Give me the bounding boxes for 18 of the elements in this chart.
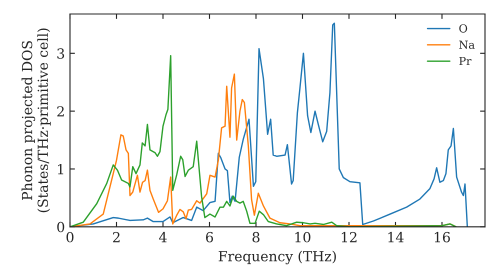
x-tick-label: 10 [295,232,310,242]
x-tick-label: 0 [66,232,74,242]
x-tick-label: 2 [113,232,120,242]
legend-label: Na [459,40,475,49]
legend-label: O [459,24,468,33]
x-tick-label: 8 [252,232,260,242]
x-axis-title: Frequency (THz) [218,250,336,264]
y-tick-label: 1 [58,164,64,174]
x-tick-label: 14 [388,232,404,242]
y-axis-title: Phonon projected DOS (States/THz·primitive cell) [22,28,51,212]
y-tick-label: 2 [57,106,64,116]
x-tick-label: 4 [159,232,167,242]
y-tick-label: 3 [57,48,64,59]
legend-label: Pr [459,56,472,66]
x-tick-label: 6 [206,232,214,242]
y-tick-label: 0 [57,222,64,232]
x-tick-label: 16 [434,232,450,242]
x-tick-label: 12 [342,232,356,242]
